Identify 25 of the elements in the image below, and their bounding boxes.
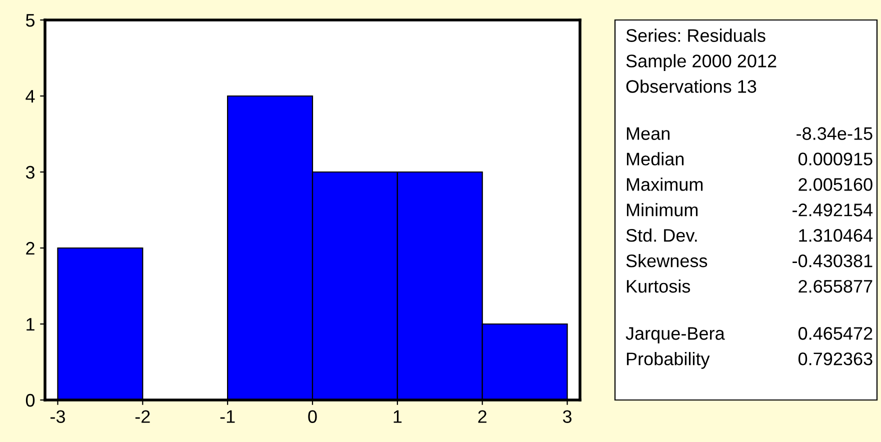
text: Observations 13 [626, 80, 756, 93]
text: Mean -8.34e-15 [626, 127, 872, 140]
x-tick-label: 0 [308, 410, 317, 423]
text: Kurtosis 2.655877 [626, 279, 872, 293]
text: Sample 2000 2012 [626, 54, 776, 71]
text: Std. Dev. 1.310464 [626, 228, 873, 242]
x-tick-label: -1 [220, 410, 235, 423]
x-tick-label: 1 [394, 410, 402, 423]
x-tick-label: 2 [478, 410, 486, 423]
y-tick-label: 2 [26, 242, 34, 255]
text: Minimum -2.492154 [626, 203, 873, 216]
y-tick-label: 4 [26, 90, 35, 103]
y-tick-label: 5 [26, 14, 35, 27]
x-tick-label: -3 [50, 410, 65, 423]
text: Probability 0.792363 [626, 352, 872, 369]
y-tick-label: 3 [26, 166, 34, 179]
text: Skewness -0.430381 [626, 254, 872, 268]
y-tick-label: 1 [26, 318, 34, 331]
text: Series: Residuals [626, 28, 766, 42]
text: Median 0.000915 [626, 152, 872, 166]
text: Jarque-Bera 0.465472 [626, 327, 872, 344]
text: Maximum 2.005160 [626, 178, 872, 191]
y-tick-label: 0 [26, 394, 35, 407]
x-tick-label: 3 [562, 410, 572, 423]
x-tick-label: -2 [135, 410, 150, 423]
